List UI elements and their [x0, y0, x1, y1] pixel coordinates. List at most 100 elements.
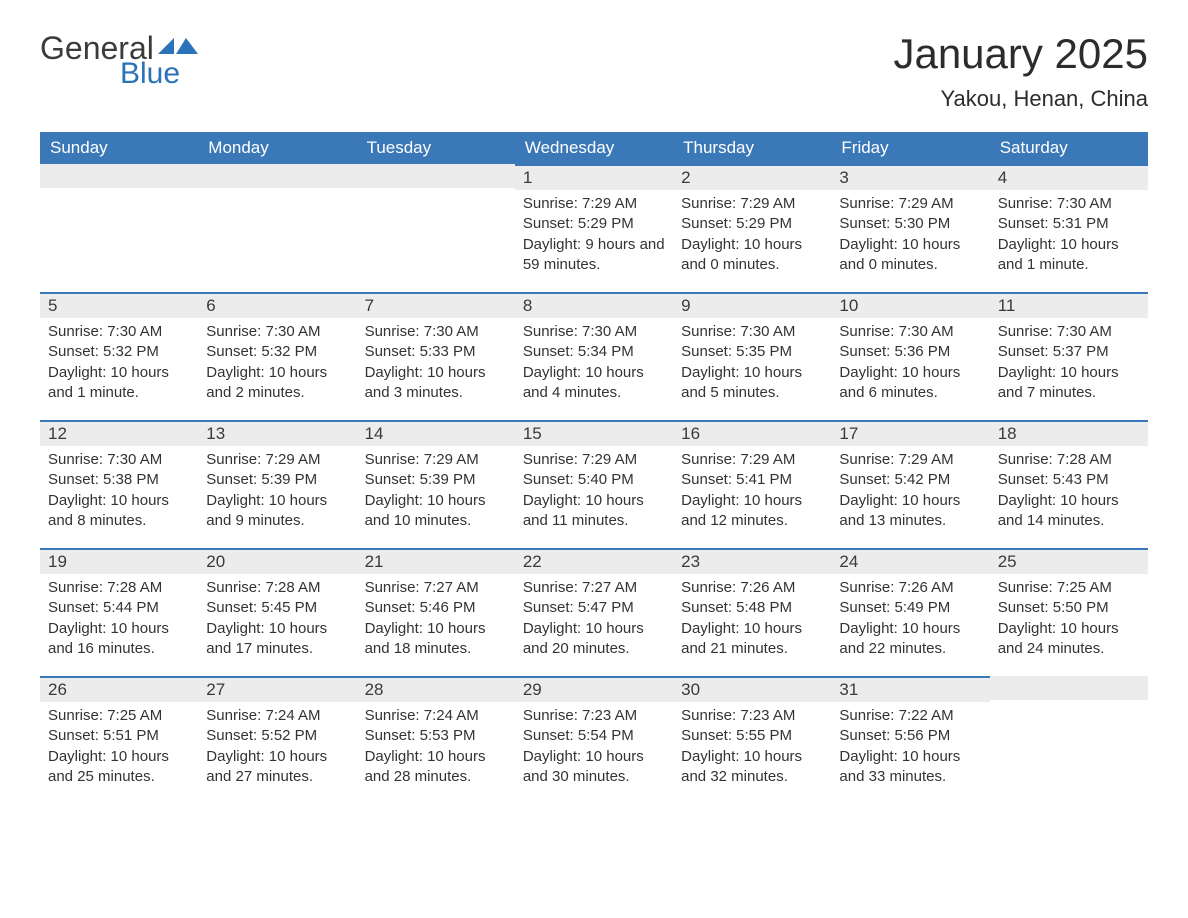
calendar-day-cell: 19Sunrise: 7:28 AMSunset: 5:44 PMDayligh…: [40, 548, 198, 676]
calendar-day-cell: 2Sunrise: 7:29 AMSunset: 5:29 PMDaylight…: [673, 164, 831, 292]
calendar-day-cell: 21Sunrise: 7:27 AMSunset: 5:46 PMDayligh…: [357, 548, 515, 676]
day-details: Sunrise: 7:29 AMSunset: 5:41 PMDaylight:…: [673, 446, 831, 541]
calendar-week-row: 26Sunrise: 7:25 AMSunset: 5:51 PMDayligh…: [40, 676, 1148, 804]
day-details: Sunrise: 7:28 AMSunset: 5:43 PMDaylight:…: [990, 446, 1148, 541]
day-details: Sunrise: 7:29 AMSunset: 5:40 PMDaylight:…: [515, 446, 673, 541]
day-details: Sunrise: 7:30 AMSunset: 5:31 PMDaylight:…: [990, 190, 1148, 285]
calendar-day-cell: 3Sunrise: 7:29 AMSunset: 5:30 PMDaylight…: [831, 164, 989, 292]
day-details: Sunrise: 7:30 AMSunset: 5:33 PMDaylight:…: [357, 318, 515, 413]
calendar-day-cell: 20Sunrise: 7:28 AMSunset: 5:45 PMDayligh…: [198, 548, 356, 676]
day-details: Sunrise: 7:24 AMSunset: 5:53 PMDaylight:…: [357, 702, 515, 797]
day-number: 1: [515, 164, 673, 190]
day-number: 9: [673, 292, 831, 318]
day-details: Sunrise: 7:30 AMSunset: 5:38 PMDaylight:…: [40, 446, 198, 541]
day-number: 26: [40, 676, 198, 702]
calendar-day-cell: 10Sunrise: 7:30 AMSunset: 5:36 PMDayligh…: [831, 292, 989, 420]
day-number: [990, 676, 1148, 700]
day-details: Sunrise: 7:30 AMSunset: 5:32 PMDaylight:…: [40, 318, 198, 413]
calendar-day-cell: 7Sunrise: 7:30 AMSunset: 5:33 PMDaylight…: [357, 292, 515, 420]
calendar-table: SundayMondayTuesdayWednesdayThursdayFrid…: [40, 132, 1148, 804]
calendar-day-cell: 8Sunrise: 7:30 AMSunset: 5:34 PMDaylight…: [515, 292, 673, 420]
day-number: 24: [831, 548, 989, 574]
calendar-day-cell: 28Sunrise: 7:24 AMSunset: 5:53 PMDayligh…: [357, 676, 515, 804]
calendar-day-cell: [990, 676, 1148, 804]
calendar-day-cell: 30Sunrise: 7:23 AMSunset: 5:55 PMDayligh…: [673, 676, 831, 804]
weekday-header: Sunday: [40, 132, 198, 164]
day-number: 11: [990, 292, 1148, 318]
day-details: Sunrise: 7:28 AMSunset: 5:45 PMDaylight:…: [198, 574, 356, 669]
calendar-day-cell: 18Sunrise: 7:28 AMSunset: 5:43 PMDayligh…: [990, 420, 1148, 548]
day-number: 30: [673, 676, 831, 702]
day-number: 6: [198, 292, 356, 318]
day-number: 28: [357, 676, 515, 702]
day-details: Sunrise: 7:29 AMSunset: 5:42 PMDaylight:…: [831, 446, 989, 541]
day-number: 7: [357, 292, 515, 318]
day-number: 19: [40, 548, 198, 574]
calendar-week-row: 19Sunrise: 7:28 AMSunset: 5:44 PMDayligh…: [40, 548, 1148, 676]
day-number: 17: [831, 420, 989, 446]
day-number: 20: [198, 548, 356, 574]
day-details: Sunrise: 7:23 AMSunset: 5:55 PMDaylight:…: [673, 702, 831, 797]
day-number: 15: [515, 420, 673, 446]
calendar-day-cell: 11Sunrise: 7:30 AMSunset: 5:37 PMDayligh…: [990, 292, 1148, 420]
day-details: Sunrise: 7:29 AMSunset: 5:29 PMDaylight:…: [673, 190, 831, 285]
day-number: [198, 164, 356, 188]
day-number: 13: [198, 420, 356, 446]
calendar-day-cell: [198, 164, 356, 292]
calendar-day-cell: 16Sunrise: 7:29 AMSunset: 5:41 PMDayligh…: [673, 420, 831, 548]
calendar-day-cell: 1Sunrise: 7:29 AMSunset: 5:29 PMDaylight…: [515, 164, 673, 292]
day-number: 3: [831, 164, 989, 190]
calendar-day-cell: 27Sunrise: 7:24 AMSunset: 5:52 PMDayligh…: [198, 676, 356, 804]
calendar-day-cell: 22Sunrise: 7:27 AMSunset: 5:47 PMDayligh…: [515, 548, 673, 676]
day-number: 4: [990, 164, 1148, 190]
day-number: 5: [40, 292, 198, 318]
day-details: Sunrise: 7:24 AMSunset: 5:52 PMDaylight:…: [198, 702, 356, 797]
weekday-header: Tuesday: [357, 132, 515, 164]
calendar-day-cell: 26Sunrise: 7:25 AMSunset: 5:51 PMDayligh…: [40, 676, 198, 804]
calendar-day-cell: 15Sunrise: 7:29 AMSunset: 5:40 PMDayligh…: [515, 420, 673, 548]
calendar-day-cell: 17Sunrise: 7:29 AMSunset: 5:42 PMDayligh…: [831, 420, 989, 548]
calendar-day-cell: [357, 164, 515, 292]
day-number: 21: [357, 548, 515, 574]
calendar-day-cell: 23Sunrise: 7:26 AMSunset: 5:48 PMDayligh…: [673, 548, 831, 676]
day-details: Sunrise: 7:22 AMSunset: 5:56 PMDaylight:…: [831, 702, 989, 797]
logo-text-blue: Blue: [120, 57, 180, 91]
calendar-day-cell: 6Sunrise: 7:30 AMSunset: 5:32 PMDaylight…: [198, 292, 356, 420]
weekday-header: Wednesday: [515, 132, 673, 164]
weekday-header: Friday: [831, 132, 989, 164]
weekday-header: Saturday: [990, 132, 1148, 164]
day-number: 8: [515, 292, 673, 318]
day-number: 31: [831, 676, 989, 702]
day-details: Sunrise: 7:27 AMSunset: 5:47 PMDaylight:…: [515, 574, 673, 669]
title-block: January 2025 Yakou, Henan, China: [893, 30, 1148, 112]
day-details: Sunrise: 7:29 AMSunset: 5:39 PMDaylight:…: [357, 446, 515, 541]
day-details: Sunrise: 7:25 AMSunset: 5:51 PMDaylight:…: [40, 702, 198, 797]
day-details: Sunrise: 7:25 AMSunset: 5:50 PMDaylight:…: [990, 574, 1148, 669]
calendar-day-cell: 9Sunrise: 7:30 AMSunset: 5:35 PMDaylight…: [673, 292, 831, 420]
day-details: Sunrise: 7:30 AMSunset: 5:37 PMDaylight:…: [990, 318, 1148, 413]
day-details: Sunrise: 7:29 AMSunset: 5:39 PMDaylight:…: [198, 446, 356, 541]
day-details: Sunrise: 7:26 AMSunset: 5:49 PMDaylight:…: [831, 574, 989, 669]
day-number: 2: [673, 164, 831, 190]
day-details: Sunrise: 7:27 AMSunset: 5:46 PMDaylight:…: [357, 574, 515, 669]
day-number: 27: [198, 676, 356, 702]
day-number: 23: [673, 548, 831, 574]
day-number: 22: [515, 548, 673, 574]
weekday-header: Monday: [198, 132, 356, 164]
header: General Blue January 2025 Yakou, Henan, …: [40, 30, 1148, 112]
day-details: Sunrise: 7:26 AMSunset: 5:48 PMDaylight:…: [673, 574, 831, 669]
calendar-day-cell: 31Sunrise: 7:22 AMSunset: 5:56 PMDayligh…: [831, 676, 989, 804]
calendar-body: 1Sunrise: 7:29 AMSunset: 5:29 PMDaylight…: [40, 164, 1148, 804]
calendar-week-row: 12Sunrise: 7:30 AMSunset: 5:38 PMDayligh…: [40, 420, 1148, 548]
calendar-week-row: 5Sunrise: 7:30 AMSunset: 5:32 PMDaylight…: [40, 292, 1148, 420]
calendar-day-cell: 13Sunrise: 7:29 AMSunset: 5:39 PMDayligh…: [198, 420, 356, 548]
month-title: January 2025: [893, 30, 1148, 78]
calendar-day-cell: 4Sunrise: 7:30 AMSunset: 5:31 PMDaylight…: [990, 164, 1148, 292]
day-number: [40, 164, 198, 188]
calendar-day-cell: 12Sunrise: 7:30 AMSunset: 5:38 PMDayligh…: [40, 420, 198, 548]
logo: General Blue: [40, 30, 198, 91]
weekday-header: Thursday: [673, 132, 831, 164]
calendar-day-cell: 25Sunrise: 7:25 AMSunset: 5:50 PMDayligh…: [990, 548, 1148, 676]
calendar-week-row: 1Sunrise: 7:29 AMSunset: 5:29 PMDaylight…: [40, 164, 1148, 292]
day-number: 12: [40, 420, 198, 446]
